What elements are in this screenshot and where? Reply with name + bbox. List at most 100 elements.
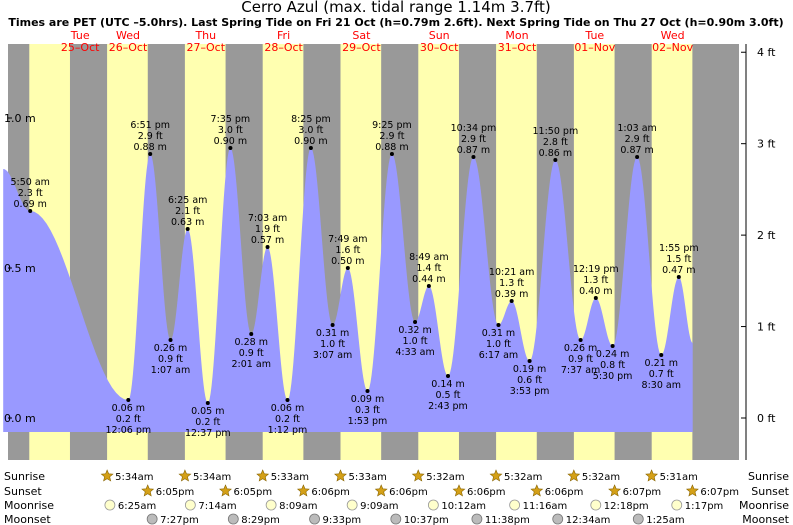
extreme-ft-label: 0.9 ft (568, 354, 593, 365)
tide-extreme-high: 8:25 pm3.0 ft0.90 m (291, 114, 331, 150)
extreme-time-label: 3:07 am (313, 350, 352, 361)
tide-extreme-point (330, 323, 335, 327)
moonset-entry: 8:29pm (227, 513, 280, 525)
extreme-time-label: 9:25 pm (372, 120, 412, 131)
astro-row-label-left: Moonset (4, 513, 51, 525)
moonrise-entry: 9:09am (346, 499, 398, 512)
moonrise-moon-icon (265, 499, 277, 511)
y-right-tick-label: 1 ft (757, 321, 776, 334)
tide-extreme-high: 12:19 pm1.3 ft0.40 m (573, 264, 619, 300)
moonrise-time-label: 7:14am (198, 501, 236, 512)
sunset-sun-icon (374, 484, 388, 497)
moonrise-moon-icon (184, 499, 196, 511)
axes: 0.0 m 0.5 m 1.0 m 0 ft 1 ft 2 ft 3 ft 4 ft (4, 44, 776, 460)
moonrise-entry: 10:12am (427, 499, 486, 512)
y-left-tick-label: 0.5 m (4, 262, 36, 275)
astro-row-label-left: Sunset (4, 485, 42, 498)
moonset-time-label: 11:38pm (485, 515, 530, 525)
sunrise-time-label: 5:33am (271, 472, 309, 483)
tide-extreme-point (249, 332, 254, 336)
sunset-entry: 6:07pm (685, 484, 739, 498)
extreme-m-label: 0.39 m (495, 289, 528, 300)
day-date-label: 27–Oct (187, 41, 226, 54)
tide-extreme-point (365, 389, 370, 393)
extreme-ft-label: 0.3 ft (355, 405, 380, 416)
tide-extreme-point (285, 398, 290, 402)
day-name-label: Thu (194, 29, 216, 42)
moonset-entry: 7:27pm (146, 513, 199, 525)
day-date-label: 26–Oct (109, 41, 148, 54)
extreme-ft-label: 1.9 ft (255, 224, 280, 235)
tide-extreme-point (389, 152, 394, 156)
tide-extreme-low: 0.31 m1.0 ft3:07 am (313, 323, 352, 361)
sunrise-time-label: 5:31am (660, 472, 698, 483)
day-date-label: 31–Oct (498, 41, 537, 54)
moonset-time-label: 9:33pm (323, 515, 362, 525)
extreme-m-label: 0.32 m (398, 325, 431, 336)
day-name-label: Fri (277, 29, 290, 42)
sunset-sun-icon (141, 484, 155, 497)
tide-extreme-low: 0.21 m0.7 ft8:30 am (642, 353, 681, 391)
tide-extreme-high: 7:35 pm3.0 ft0.90 m (211, 114, 251, 150)
astro-row-label-right: Sunrise (748, 470, 789, 483)
tide-extreme-point (553, 158, 558, 162)
tide-extreme-high: 7:49 am1.6 ft0.50 m (328, 234, 368, 270)
moonset-entry: 10:37pm (390, 513, 449, 525)
sunset-entry: 6:06pm (530, 484, 584, 498)
day-date-label: 01–Nov (574, 41, 615, 54)
extreme-ft-label: 0.5 ft (435, 390, 460, 401)
moonrise-time-label: 6:25am (118, 501, 156, 512)
sunrise-sun-icon (178, 469, 192, 482)
extreme-time-label: 2:43 pm (428, 401, 468, 412)
day-date-label: 02–Nov (652, 41, 693, 54)
moonset-time-label: 10:37pm (404, 515, 449, 525)
tide-extreme-point (676, 275, 681, 279)
sunset-time-label: 6:07pm (623, 487, 662, 498)
sunrise-time-label: 5:34am (193, 472, 231, 483)
tide-extreme-point (126, 398, 131, 402)
extreme-time-label: 6:25 am (168, 195, 207, 206)
day-date-label: 28–Oct (264, 41, 303, 54)
moonset-moon-icon (632, 513, 644, 525)
moonrise-entry: 8:09am (265, 499, 317, 512)
tide-extreme-high: 11:50 pm2.8 ft0.86 m (533, 126, 578, 162)
moonset-entry: 1:25am (632, 513, 685, 525)
y-left-tick-label: 1.0 m (4, 112, 36, 125)
y-right-tick-label: 0 ft (757, 412, 776, 425)
extreme-ft-label: 3.0 ft (298, 125, 323, 136)
extreme-time-label: 5:30 pm (593, 371, 633, 382)
astro-row-label-left: Sunrise (4, 470, 45, 483)
astro-row-label-right: Moonset (742, 513, 789, 525)
sunrise-sun-icon (567, 469, 581, 482)
tide-extreme-high: 5:50 am2.3 ft0.69 m (10, 177, 50, 213)
sunset-time-label: 6:06pm (545, 487, 584, 498)
moonrise-time-label: 12:18pm (604, 501, 649, 512)
extreme-ft-label: 2.9 ft (138, 131, 163, 142)
extreme-time-label: 12:06 pm (105, 425, 151, 436)
sunset-time-label: 6:06pm (389, 487, 428, 498)
extreme-time-label: 7:03 am (248, 213, 287, 224)
day-name-label: Wed (116, 29, 140, 42)
extreme-ft-label: 2.1 ft (175, 206, 200, 217)
moonrise-entry: 7:14am (184, 499, 237, 512)
extreme-time-label: 12:37 pm (185, 428, 231, 439)
extreme-m-label: 0.69 m (13, 199, 46, 210)
tide-extreme-point (659, 353, 664, 357)
day-headers: Tue25–OctWed26–OctThu27–OctFri28–OctSat2… (61, 29, 694, 54)
tide-extreme-high: 9:25 pm2.9 ft0.88 m (372, 120, 412, 156)
sunset-entry: 6:06pm (374, 484, 428, 498)
extreme-m-label: 0.31 m (482, 328, 515, 339)
sunrise-entry: 5:34am (100, 469, 153, 483)
y-right-tick-label: 4 ft (757, 46, 776, 59)
extreme-time-label: 7:35 pm (211, 114, 251, 125)
tide-extreme-high: 7:03 am1.9 ft0.57 m (248, 213, 287, 249)
tide-extreme-high: 10:34 pm2.9 ft0.87 m (451, 123, 497, 159)
extreme-time-label: 1:07 am (151, 365, 190, 376)
extreme-time-label: 3:53 pm (510, 386, 550, 397)
extreme-ft-label: 0.2 ft (195, 417, 220, 428)
extreme-time-label: 10:34 pm (451, 123, 497, 134)
tide-extreme-low: 0.26 m0.9 ft7:37 am (561, 338, 600, 376)
tide-extreme-point (185, 227, 190, 231)
